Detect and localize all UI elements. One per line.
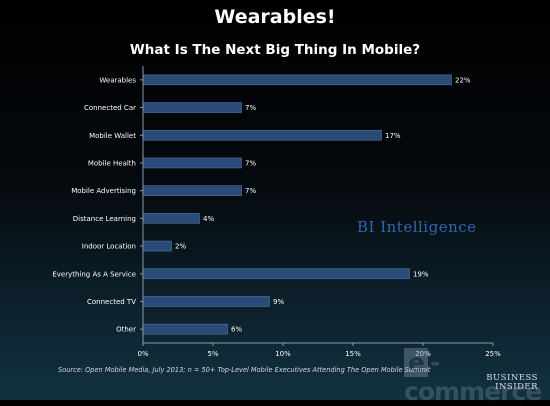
data-label: 7% (245, 187, 256, 195)
business-insider-logo: BUSINESS INSIDER (486, 373, 538, 392)
bar (143, 213, 200, 224)
bar (143, 268, 410, 280)
bar (143, 296, 270, 307)
category-label: Mobile Wallet (89, 132, 136, 140)
bar (143, 157, 242, 169)
category-label: Distance Learning (73, 215, 136, 223)
x-tick-label: 0% (137, 350, 148, 358)
data-label: 7% (245, 159, 256, 167)
bar (143, 74, 452, 86)
data-label: 4% (203, 215, 214, 223)
data-label: 2% (175, 243, 186, 251)
data-label: 22% (455, 76, 471, 84)
bar (143, 240, 172, 252)
bar (143, 323, 228, 335)
bi-intelligence-logo: BI Intelligence (357, 218, 477, 236)
x-tick-label: 5% (207, 350, 218, 358)
x-tick-label: 15% (345, 350, 361, 358)
x-tick-label: 20% (415, 350, 431, 358)
data-label: 7% (245, 104, 256, 112)
category-label: Other (116, 326, 136, 334)
bar (143, 129, 382, 141)
data-label: 17% (385, 132, 401, 140)
category-label: Wearables (99, 76, 136, 84)
chart-title: Wearables! (214, 6, 336, 28)
data-label: 6% (231, 326, 242, 334)
category-label: Everything As A Service (52, 270, 136, 278)
ecommerce-e-mark: e (404, 348, 428, 377)
category-label: Indoor Location (82, 243, 136, 251)
category-label: Mobile Advertising (71, 187, 136, 195)
x-tick-label: 25% (485, 350, 501, 358)
category-label: Connected TV (87, 298, 136, 306)
data-label: 19% (413, 270, 429, 278)
data-label: 9% (273, 298, 284, 306)
x-tick-label: 10% (275, 350, 291, 358)
chart-subtitle: What Is The Next Big Thing In Mobile? (129, 42, 421, 58)
bar (143, 102, 242, 113)
bar (143, 185, 242, 196)
category-label: Mobile Health (88, 159, 136, 167)
category-label: Connected Car (84, 104, 136, 112)
source-note: Source: Open Mobile Media, July 2013; n … (58, 366, 431, 374)
